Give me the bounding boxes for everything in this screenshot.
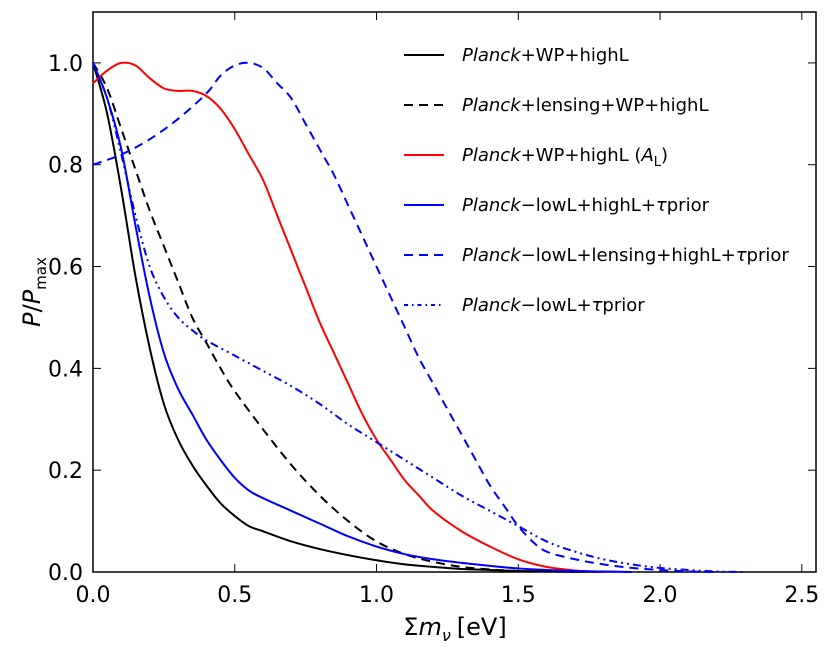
legend-entry: Planck−lowL+lensing+highL+τprior [462, 245, 789, 266]
series-line [92, 61, 604, 573]
series-line [92, 62, 632, 573]
legend-entry: Planck−lowL+τprior [462, 295, 645, 316]
plot-frame [92, 11, 817, 573]
y-tick-label: 0.6 [48, 256, 83, 281]
x-tick-label: 1.5 [501, 583, 536, 608]
x-tick-label: 1.0 [359, 583, 394, 608]
x-tick-label: 2.0 [643, 583, 678, 608]
x-tick-label: 2.5 [784, 583, 819, 608]
y-tick-label: 0.0 [48, 561, 83, 586]
legend-entry: Planck+lensing+WP+highL [462, 95, 709, 116]
x-tick-label: 0.0 [76, 583, 111, 608]
y-tick-label: 1.0 [48, 52, 83, 77]
y-axis-label: P/Pmax [18, 257, 50, 327]
legend-entry: Planck−lowL+highL+τprior [462, 195, 710, 216]
y-tick-label: 0.8 [48, 154, 83, 179]
axis-ticks: 0.0 0.5 1.0 1.5 2.0 2.5 0.0 0.2 0.4 0.6 0.8 1.0 [48, 12, 819, 608]
series-line [92, 61, 717, 573]
curves [92, 61, 746, 573]
x-tick-label: 0.5 [217, 583, 252, 608]
legend: Planck+WP+highL Planck+lensing+WP+highL Pl… [404, 45, 789, 316]
legend-entry: Planck+WP+highL [462, 45, 629, 66]
y-tick-label: 0.2 [48, 459, 83, 484]
legend-entry: Planck+WP+highL (AL) [462, 145, 668, 170]
series-line [92, 62, 576, 573]
y-tick-label: 0.4 [48, 357, 83, 382]
x-axis-label: Σmν [eV] [403, 613, 506, 645]
series-line [92, 62, 604, 573]
